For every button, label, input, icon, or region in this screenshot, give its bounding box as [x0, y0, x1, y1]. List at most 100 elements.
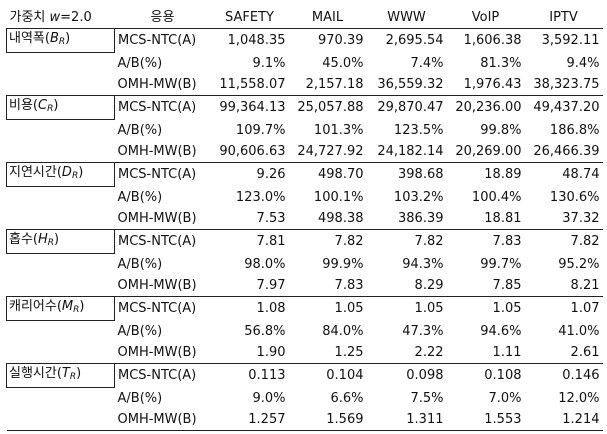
metric-symbol: H — [38, 232, 48, 247]
table-row: OMH-MW(B) 1.257 1.569 1.311 1.553 1.214 — [6, 409, 603, 431]
value-cell-www: 24,182.14 — [377, 144, 444, 159]
table-body: 내역폭(B R) MCS-NTC(A) 1,048.35 970.39 2,695.54 1… — [6, 28, 603, 431]
method-cell: A/B(%) — [117, 256, 163, 272]
value-cell-voip: 81.3% — [480, 55, 522, 71]
value-cell-iptv: 0.146 — [562, 368, 600, 384]
value-cell-www: 1.05 — [414, 301, 444, 317]
value-cell-www: 386.39 — [398, 211, 444, 226]
method-cell: OMH-MW(B) — [117, 211, 197, 226]
value-cell-safety: 7.81 — [256, 234, 286, 250]
empty-label-cell — [7, 141, 115, 163]
value-cell-voip: 1.05 — [492, 301, 522, 317]
table-row: OMH-MW(B) 90,606.63 24,727.92 24,182.14 20,2… — [6, 141, 603, 163]
value-cell-safety: 98.0% — [244, 256, 286, 272]
value-cell-iptv: 26,466.39 — [533, 144, 600, 159]
value-cell-safety: 1.257 — [248, 412, 286, 427]
method-cell: OMH-MW(B) — [117, 144, 197, 159]
method-cell: A/B(%) — [117, 390, 163, 406]
weight-value: =2.0 — [60, 10, 92, 25]
metric-subscript: R — [47, 238, 55, 248]
value-cell-voip: 94.6% — [480, 323, 522, 339]
table-row: OMH-MW(B) 11,558.07 2,157.18 36,559.32 1,976… — [6, 74, 603, 96]
table-row: 비용(CR) MCS-NTC(A) 99,364.13 25,057.88 29,870… — [6, 95, 603, 120]
value-cell-www: 103.2% — [393, 189, 444, 205]
value-cell-iptv: 186.8% — [549, 122, 600, 138]
value-cell-www: 29,870.47 — [377, 100, 444, 116]
value-cell-www: 2,695.54 — [385, 33, 444, 49]
value-cell-mail: 970.39 — [318, 33, 364, 49]
metric-label-close: ) — [65, 31, 71, 46]
method-cell: MCS-NTC(A) — [118, 368, 197, 384]
value-cell-safety: 1,048.35 — [227, 33, 286, 49]
metric-label-cell: 홉수(HR) — [6, 229, 115, 254]
empty-label-cell — [7, 275, 115, 297]
method-cell: MCS-NTC(A) — [118, 33, 197, 49]
value-cell-voip: 100.4% — [471, 189, 522, 205]
value-cell-voip: 18.89 — [484, 167, 522, 183]
table-row: A/B(%) 109.7% 101.3% 123.5% 99.8% 186.8% — [7, 120, 603, 142]
value-cell-iptv: 38,323.75 — [533, 77, 600, 92]
table-row: 실행시간(TR) MCS-NTC(A) 0.113 0.104 0.098 0.108 0.… — [6, 363, 603, 388]
metric-symbol: C — [38, 98, 48, 113]
value-cell-iptv: 1.07 — [570, 301, 600, 317]
metric-label-cell: 캐리어수(MR) — [6, 296, 115, 321]
value-cell-mail: 498.70 — [318, 167, 364, 183]
value-cell-iptv: 130.6% — [549, 189, 600, 205]
metric-subscript: R — [47, 104, 54, 114]
value-cell-mail: 0.104 — [326, 368, 364, 384]
table-row: A/B(%) 56.8% 84.0% 47.3% 94.6% 41.0% — [7, 321, 603, 343]
value-cell-mail: 7.83 — [334, 278, 364, 293]
comparison-table: 가중치 w=2.0 응용 SAFETY MAIL WWW VoIP IPTV 내… — [6, 7, 603, 431]
value-cell-iptv: 49,437.20 — [533, 100, 600, 116]
table-row: 지연시간(DR) MCS-NTC(A) 9.26 498.70 398.68 18.89 4… — [6, 162, 603, 187]
table-header: 가중치 w=2.0 응용 SAFETY MAIL WWW VoIP IPTV — [6, 7, 603, 29]
metric-symbol: M — [61, 299, 74, 314]
value-cell-iptv: 1.214 — [562, 412, 600, 427]
method-cell: OMH-MW(B) — [117, 278, 197, 293]
value-cell-voip: 20,269.00 — [455, 144, 522, 159]
value-cell-mail: 45.0% — [322, 55, 364, 71]
value-cell-mail: 24,727.92 — [297, 144, 364, 159]
value-cell-safety: 90,606.63 — [219, 144, 286, 159]
value-cell-voip: 7.83 — [492, 234, 522, 250]
table-row: 내역폭(BR) MCS-NTC(A) 1,048.35 970.39 2,695.54 1… — [6, 28, 603, 53]
metric-label-cell: 지연시간(DR) — [6, 162, 115, 187]
metric-label-text: 내역폭( — [9, 31, 50, 46]
table-row: OMH-MW(B) 7.53 498.38 386.39 18.81 37.32 — [6, 208, 603, 230]
table-row: OMH-MW(B) 1.90 1.25 2.22 1.11 2.61 — [6, 342, 603, 364]
value-cell-mail: 6.6% — [330, 390, 364, 406]
value-cell-iptv: 37.32 — [562, 211, 600, 226]
value-cell-www: 94.3% — [402, 256, 444, 272]
value-cell-mail: 25,057.88 — [297, 100, 364, 116]
table-row: 홉수(HR) MCS-NTC(A) 7.81 7.82 7.82 7.83 7.82 — [6, 229, 603, 254]
weight-header-cell: 가중치 w=2.0 — [7, 7, 115, 29]
value-cell-mail: 84.0% — [322, 323, 364, 339]
value-cell-safety: 1.90 — [256, 345, 286, 360]
value-cell-voip: 99.7% — [480, 256, 522, 272]
value-cell-voip: 7.85 — [492, 278, 522, 293]
method-cell: MCS-NTC(A) — [118, 167, 197, 183]
metric-subscript: R — [69, 372, 77, 382]
metric-label-close: ) — [53, 98, 59, 113]
value-cell-iptv: 48.74 — [562, 167, 600, 183]
metric-subscript: R — [71, 171, 79, 181]
table-row: A/B(%) 9.1% 45.0% 7.4% 81.3% 9.4% — [7, 53, 603, 75]
value-cell-www: 36,559.32 — [377, 77, 444, 92]
table-row: A/B(%) 98.0% 99.9% 94.3% 99.7% 95.2% — [7, 254, 603, 276]
weight-symbol: w — [49, 10, 61, 25]
method-cell: A/B(%) — [117, 55, 163, 71]
empty-label-cell — [7, 187, 115, 209]
metric-symbol: B — [49, 31, 59, 46]
value-cell-www: 7.4% — [410, 55, 444, 71]
value-cell-www: 47.3% — [402, 323, 444, 339]
weight-label: 가중치 — [9, 10, 50, 25]
empty-label-cell — [7, 409, 115, 431]
empty-label-cell — [7, 342, 115, 364]
value-cell-voip: 0.108 — [484, 368, 522, 384]
value-cell-voip: 18.81 — [484, 211, 522, 226]
column-header-application: 응용 — [150, 10, 175, 25]
value-cell-safety: 1.08 — [256, 301, 286, 317]
value-cell-www: 123.5% — [393, 122, 444, 138]
value-cell-safety: 11,558.07 — [219, 77, 286, 92]
